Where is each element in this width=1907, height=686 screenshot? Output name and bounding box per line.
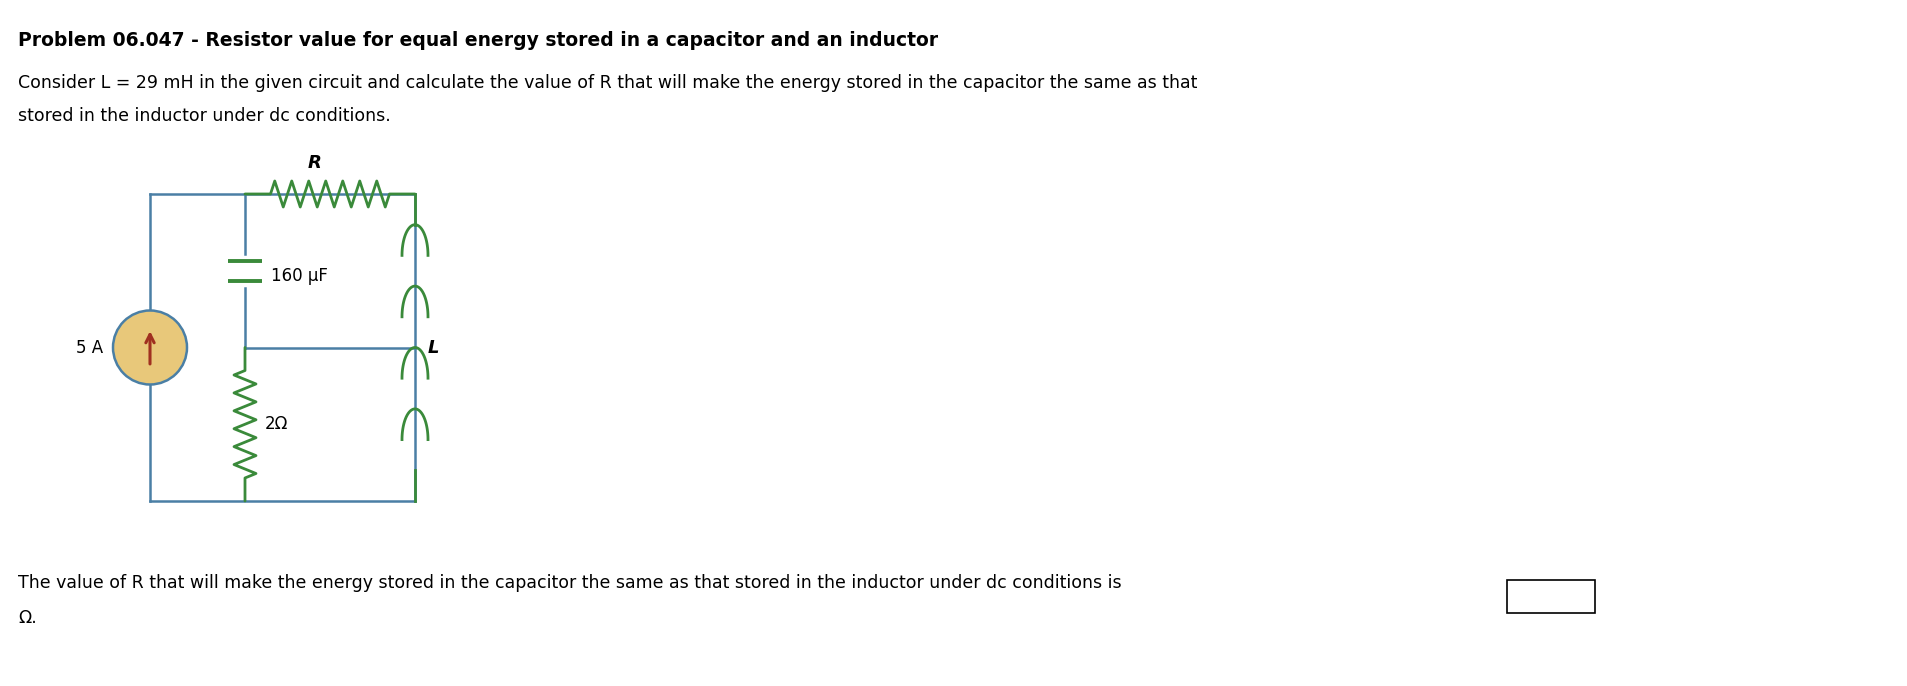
Text: 5 A: 5 A [76,338,103,357]
Text: 2Ω: 2Ω [265,415,288,434]
Text: R: R [307,154,322,172]
Text: L: L [427,338,439,357]
Text: Ω.: Ω. [17,609,36,627]
FancyBboxPatch shape [1507,580,1594,613]
Text: stored in the inductor under dc conditions.: stored in the inductor under dc conditio… [17,107,391,125]
Text: Consider L = 29 mH in the given circuit and calculate the value of R that will m: Consider L = 29 mH in the given circuit … [17,74,1198,92]
Text: The value of R that will make the energy stored in the capacitor the same as tha: The value of R that will make the energy… [17,574,1121,592]
Text: Problem 06.047 - Resistor value for equal energy stored in a capacitor and an in: Problem 06.047 - Resistor value for equa… [17,31,938,50]
Circle shape [113,311,187,384]
Text: 160 μF: 160 μF [271,267,328,285]
